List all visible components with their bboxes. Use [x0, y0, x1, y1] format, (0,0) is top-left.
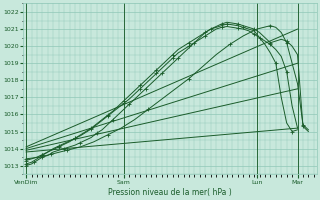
X-axis label: Pression niveau de la mer( hPa ): Pression niveau de la mer( hPa ) [108, 188, 232, 197]
